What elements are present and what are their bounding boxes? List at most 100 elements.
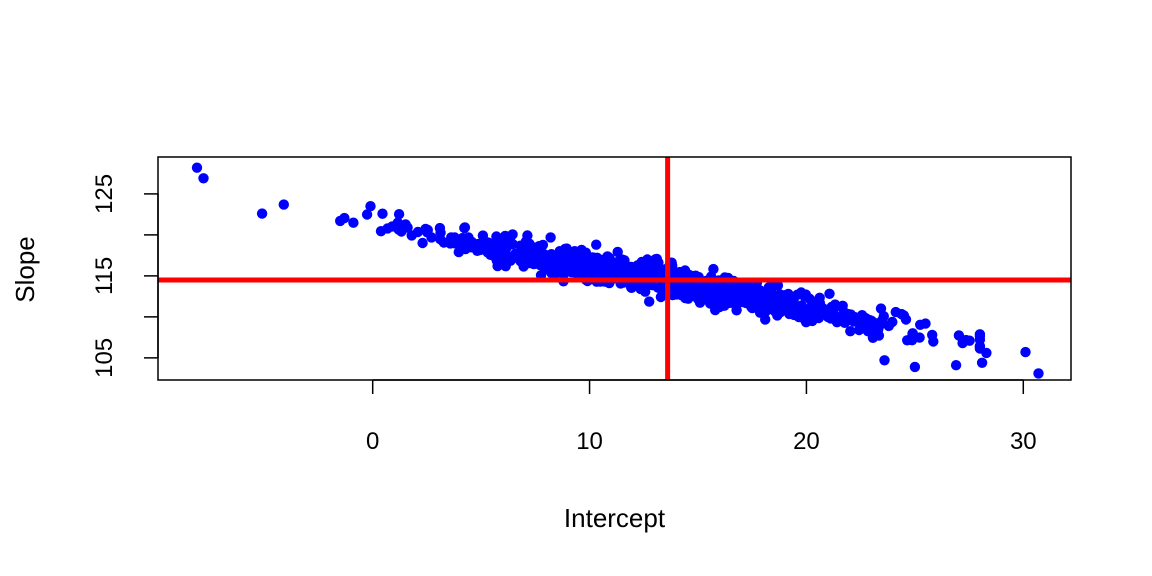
scatter-point — [375, 226, 387, 237]
scatter-point — [256, 208, 268, 219]
scatter-point — [900, 314, 912, 325]
scatter-point — [879, 355, 890, 366]
scatter-point — [598, 267, 610, 278]
scatter-point — [434, 222, 446, 234]
scatter-point — [907, 328, 918, 339]
scatter-point — [278, 199, 289, 210]
scatter-point — [586, 258, 598, 270]
scatter-point — [824, 288, 835, 299]
scatter-point — [377, 208, 388, 219]
scatter-point — [731, 305, 742, 316]
scatter-point — [566, 255, 577, 266]
scatter-point — [365, 201, 376, 212]
scatter-point — [640, 259, 651, 271]
scatter-point — [545, 232, 556, 243]
scatter-point — [845, 326, 856, 337]
x-tick-label: 20 — [793, 428, 820, 455]
scatter-point — [772, 280, 784, 291]
scatter-point — [683, 293, 694, 304]
scatter-point — [867, 332, 879, 343]
scatter-point — [538, 257, 549, 268]
scatter-point — [722, 294, 733, 306]
scatter-point — [486, 244, 498, 255]
scatter-point — [796, 300, 807, 311]
scatter-point — [836, 301, 847, 312]
x-tick-label: 10 — [576, 428, 603, 455]
scatter-point — [459, 222, 470, 234]
scatter-point — [927, 329, 938, 341]
scatter-point — [710, 304, 721, 316]
scatter-point — [393, 209, 405, 220]
x-axis: 0 10 20 30 — [366, 379, 1037, 455]
scatter-point — [477, 230, 489, 241]
scatter-point — [920, 318, 931, 329]
scatter-point — [514, 249, 525, 261]
scatter-points — [191, 162, 1044, 379]
scatter-point — [596, 255, 607, 267]
scatter-point — [518, 261, 529, 272]
scatter-point — [703, 285, 714, 296]
scatter-point — [1020, 346, 1031, 358]
x-tick-label: 30 — [1010, 428, 1037, 455]
scatter-point — [522, 230, 533, 241]
scatter-point — [644, 296, 655, 307]
scatter-point — [361, 209, 373, 220]
scatter-point — [623, 262, 634, 274]
scatter-point — [815, 302, 826, 313]
scatter-point — [529, 244, 540, 256]
scatter-point — [613, 256, 625, 267]
scatter-point — [348, 217, 359, 228]
scatter-point — [406, 230, 417, 241]
scatter-point — [1033, 368, 1044, 379]
x-tick-label: 0 — [366, 428, 379, 455]
scatter-point — [460, 238, 471, 249]
scatter-point — [883, 320, 894, 332]
scatter-point — [400, 219, 411, 230]
scatter-point — [417, 237, 428, 249]
y-tick-label: 115 — [91, 257, 118, 295]
y-tick-label: 125 — [91, 174, 118, 214]
scatter-point — [856, 313, 868, 324]
scatter-point — [981, 347, 992, 359]
scatter-point — [537, 239, 549, 251]
scatter-point — [650, 254, 661, 265]
x-axis-title: Intercept — [564, 503, 666, 533]
scatter-point — [501, 242, 512, 253]
scatter-point — [492, 260, 503, 272]
scatter-point — [909, 361, 921, 373]
y-axis: 105 115 125 — [91, 174, 159, 378]
scatter-point — [335, 215, 346, 227]
scatter-point — [824, 310, 835, 321]
scatter-point — [976, 357, 988, 368]
scatter-point — [735, 282, 746, 294]
scatter-point — [841, 316, 852, 327]
scatter-point — [591, 239, 602, 250]
y-tick-label: 105 — [91, 338, 118, 378]
scatter-point — [753, 296, 764, 307]
y-axis-title: Slope — [10, 236, 40, 303]
scatter-point — [499, 234, 511, 245]
scatter-point — [788, 294, 799, 306]
scatter-point — [422, 224, 433, 236]
scatter-point — [890, 306, 901, 318]
scatter-point — [612, 246, 623, 258]
scatter-point — [771, 295, 783, 306]
scatter-point — [438, 237, 449, 248]
scatter-point — [546, 267, 557, 278]
scatter-point — [191, 162, 203, 173]
scatter-point — [737, 291, 749, 303]
scatter-point — [789, 307, 800, 319]
scatter-point — [198, 173, 209, 184]
scatter-point — [775, 307, 786, 318]
scatter-point — [875, 303, 887, 314]
scatter-point — [974, 340, 986, 352]
scatter-point — [950, 360, 962, 371]
scatter-point — [759, 306, 771, 317]
scatter-point — [552, 257, 563, 268]
scatter-point — [957, 337, 968, 349]
scatter-point — [668, 267, 680, 278]
scatter-point — [515, 240, 526, 252]
scatter-point — [800, 315, 812, 326]
scatter-point — [392, 217, 403, 228]
